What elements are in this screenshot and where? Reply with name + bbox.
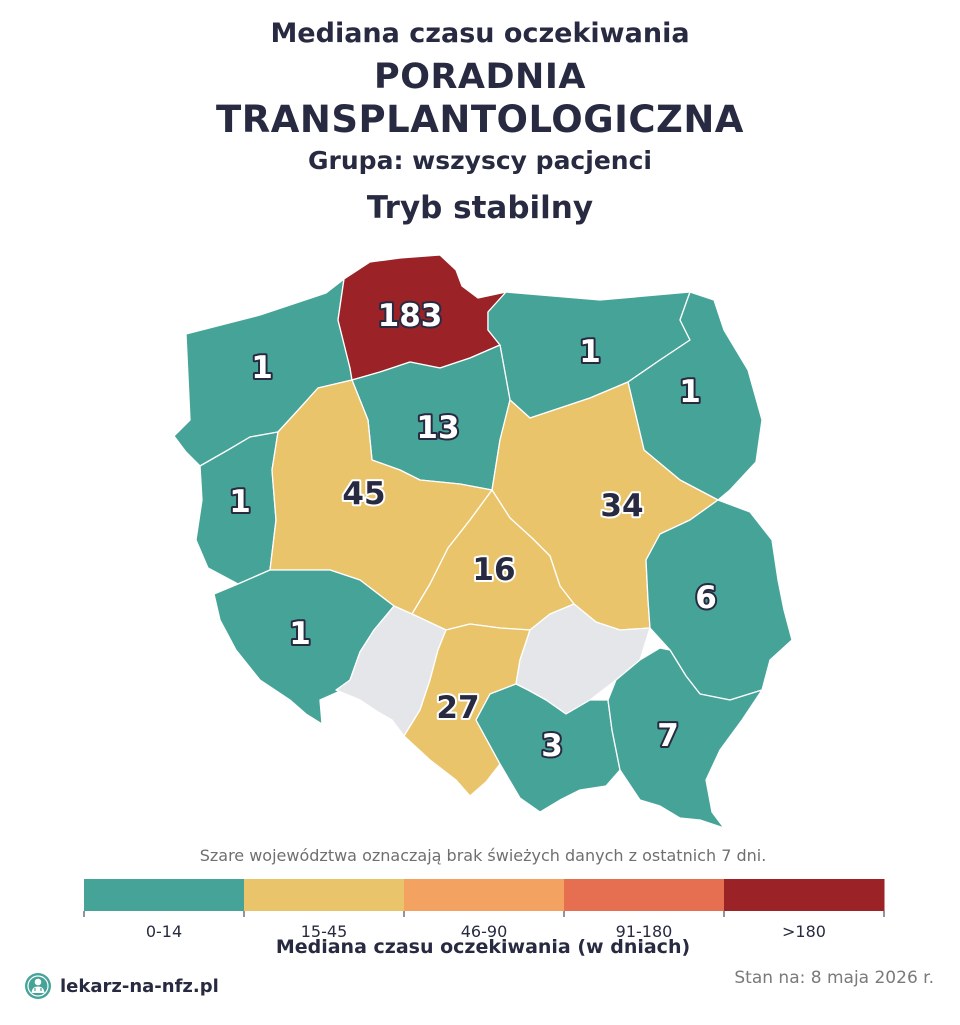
region-malopolskie [475,683,621,813]
region-value-label: 27 [436,690,479,726]
legend-swatch [564,879,725,911]
map-title-line1: Mediana czasu oczekiwania [270,18,690,49]
region-value-label: 45 [342,476,385,512]
region-value-label: 1 [289,616,311,652]
region-dolnoslaskie [213,569,395,725]
group-subtitle: Grupa: wszyscy pacjenci [308,146,652,175]
region-value-label: 1 [229,484,251,520]
legend-swatch [404,879,565,911]
no-data-note: Szare województwa oznaczają brak świeżyc… [199,846,767,865]
legend-title: Mediana czasu oczekiwania (w dniach) [275,936,691,958]
region-value-label: 6 [695,580,717,616]
map-title-line3: TRANSPLANTOLOGICZNA [216,98,744,141]
region-value-label: 1 [579,334,601,370]
region-value-label: 183 [378,298,443,334]
brand-label: lekarz-na-nfz.pl [60,975,219,997]
region-value-label: 3 [541,728,563,764]
region-slaskie [403,623,531,797]
region-value-label: 34 [600,488,643,524]
doctor-logo-icon [25,973,51,999]
brand: lekarz-na-nfz.pl [24,970,219,1002]
region-value-label: 13 [416,410,459,446]
legend-swatch [724,879,885,911]
legend-swatch [84,879,245,911]
map-title-line2: PORADNIA [374,57,586,97]
mode-subtitle: Tryb stabilny [366,190,594,226]
region-value-label: 16 [472,552,515,588]
region-value-label: 1 [251,350,273,386]
region-value-label: 1 [679,374,701,410]
region-podkarpackie [607,647,763,829]
poland-voivodeship-map: 1 183 1 1 13 1 45 34 16 6 1 27 3 7 [173,254,793,829]
region-value-label: 7 [657,718,679,754]
legend-swatch [244,879,405,911]
date-stamp: Stan na: 8 maja 2026 r. [734,968,934,988]
